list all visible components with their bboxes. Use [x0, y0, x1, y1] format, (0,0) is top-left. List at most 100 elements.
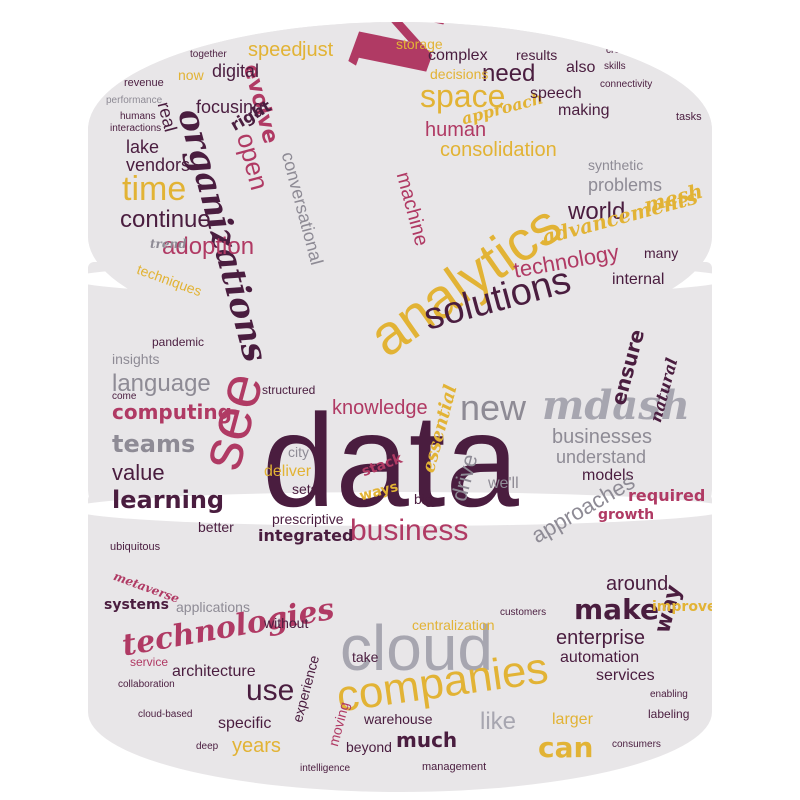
word-also: also: [566, 59, 596, 76]
word-consumers: consumers: [612, 739, 661, 750]
word-trend: trend: [150, 237, 187, 251]
word-learning: learning: [112, 486, 225, 514]
word-ubiquitous: ubiquitous: [110, 541, 161, 553]
word-enabling: enabling: [650, 689, 688, 700]
word-insights: insights: [112, 351, 160, 367]
word-machine: machine: [391, 169, 433, 249]
word-create: create: [606, 45, 634, 56]
word-like: like: [480, 708, 517, 735]
word-collaboration: collaboration: [118, 679, 175, 690]
word-decisions: decisions: [430, 66, 489, 82]
word-make: make: [574, 593, 659, 626]
database-bottom-disk: [88, 492, 712, 792]
word-mdash: mdash: [542, 382, 690, 429]
word-much: much: [396, 728, 458, 752]
word-years: years: [232, 735, 281, 757]
word-pandemic: pandemic: [152, 335, 205, 349]
word-conversational: conversational: [277, 149, 328, 268]
word-improve: improve: [652, 599, 717, 615]
word-computing: computing: [112, 400, 232, 424]
word-customers: customers: [500, 607, 547, 618]
word-humans: humans: [120, 111, 156, 122]
word-enterprise: enterprise: [556, 627, 645, 649]
word-prescriptive: prescriptive: [272, 511, 344, 527]
word-business: business: [350, 514, 469, 547]
word-problems: problems: [588, 175, 663, 195]
word-systems: systems: [104, 597, 169, 613]
word-adoption: adoption: [162, 233, 255, 260]
word-skills: skills: [604, 61, 626, 72]
word-together: together: [190, 49, 227, 60]
word-teams: teams: [112, 430, 196, 458]
word-speed: speed: [248, 39, 303, 61]
word-centralization: centralization: [412, 617, 495, 633]
word-can: can: [538, 731, 594, 764]
word-connectivity: connectivity: [600, 79, 653, 90]
word-use: use: [246, 674, 295, 707]
word-architecture: architecture: [172, 663, 256, 680]
word-continue: continue: [120, 206, 211, 233]
word-lake: lake: [126, 137, 160, 157]
word-world: world: [568, 198, 626, 225]
word-larger: larger: [552, 711, 593, 728]
word-automation: automation: [560, 649, 640, 666]
word-cloud: cloud: [340, 612, 493, 684]
word-without: without: [264, 615, 309, 631]
word-tasks: tasks: [676, 111, 702, 123]
word-just: just: [302, 39, 334, 61]
database-top-cap: [88, 22, 712, 344]
word-interactions: interactions: [110, 123, 162, 134]
word-beyond: beyond: [346, 739, 392, 755]
word-performance: performance: [106, 95, 163, 106]
word-specific: specific: [218, 715, 272, 732]
word-speech: speech: [530, 85, 582, 102]
word-value: value: [112, 460, 165, 485]
word-human: human: [425, 119, 487, 141]
word-deliver: deliver: [264, 463, 312, 480]
word-synthetic: synthetic: [588, 157, 644, 173]
word-big: big: [414, 491, 433, 507]
word-storage: storage: [396, 36, 443, 52]
word-focusing: focusing: [196, 97, 264, 117]
word-need: need: [482, 60, 536, 87]
word-consolidation: consolidation: [440, 139, 557, 161]
word-new: new: [460, 387, 527, 428]
word-techniques: techniques: [134, 261, 204, 300]
word-cloud-based: cloud-based: [138, 709, 193, 720]
word-models: models: [582, 467, 634, 484]
word-space: space: [420, 78, 506, 114]
word-knowledge: knowledge: [332, 397, 428, 419]
word-internal: internal: [612, 271, 665, 288]
word-intelligence: intelligence: [300, 763, 351, 774]
word-we-ll: we'll: [488, 475, 519, 492]
word-now: now: [178, 67, 204, 83]
word-experience: experience: [289, 653, 323, 724]
word-services: services: [596, 667, 655, 684]
word-growth: growth: [598, 507, 655, 523]
word-revenue: revenue: [124, 77, 164, 89]
word-businesses: businesses: [552, 426, 653, 448]
word-city: city: [288, 444, 309, 460]
word-around: around: [606, 573, 669, 595]
word-deep: deep: [196, 741, 219, 752]
word-service: service: [130, 655, 169, 669]
word-time: time: [122, 170, 187, 208]
word-required: required: [628, 486, 706, 505]
word-labeling: labeling: [648, 707, 690, 721]
word-come: come: [112, 391, 137, 402]
word-advancements: advancements: [539, 184, 701, 250]
word-better: better: [198, 519, 234, 535]
word-structured: structured: [262, 383, 316, 397]
word-language: language: [112, 370, 211, 397]
word-management: management: [422, 761, 487, 773]
disk-separator: [70, 492, 730, 526]
word-sets: sets: [292, 481, 318, 497]
word-applications: applications: [176, 599, 250, 615]
word-understand: understand: [556, 447, 647, 467]
word-vendors: vendors: [126, 155, 191, 175]
word-complex: complex: [428, 47, 488, 64]
word-take: take: [352, 649, 379, 665]
word-results: results: [516, 47, 558, 63]
